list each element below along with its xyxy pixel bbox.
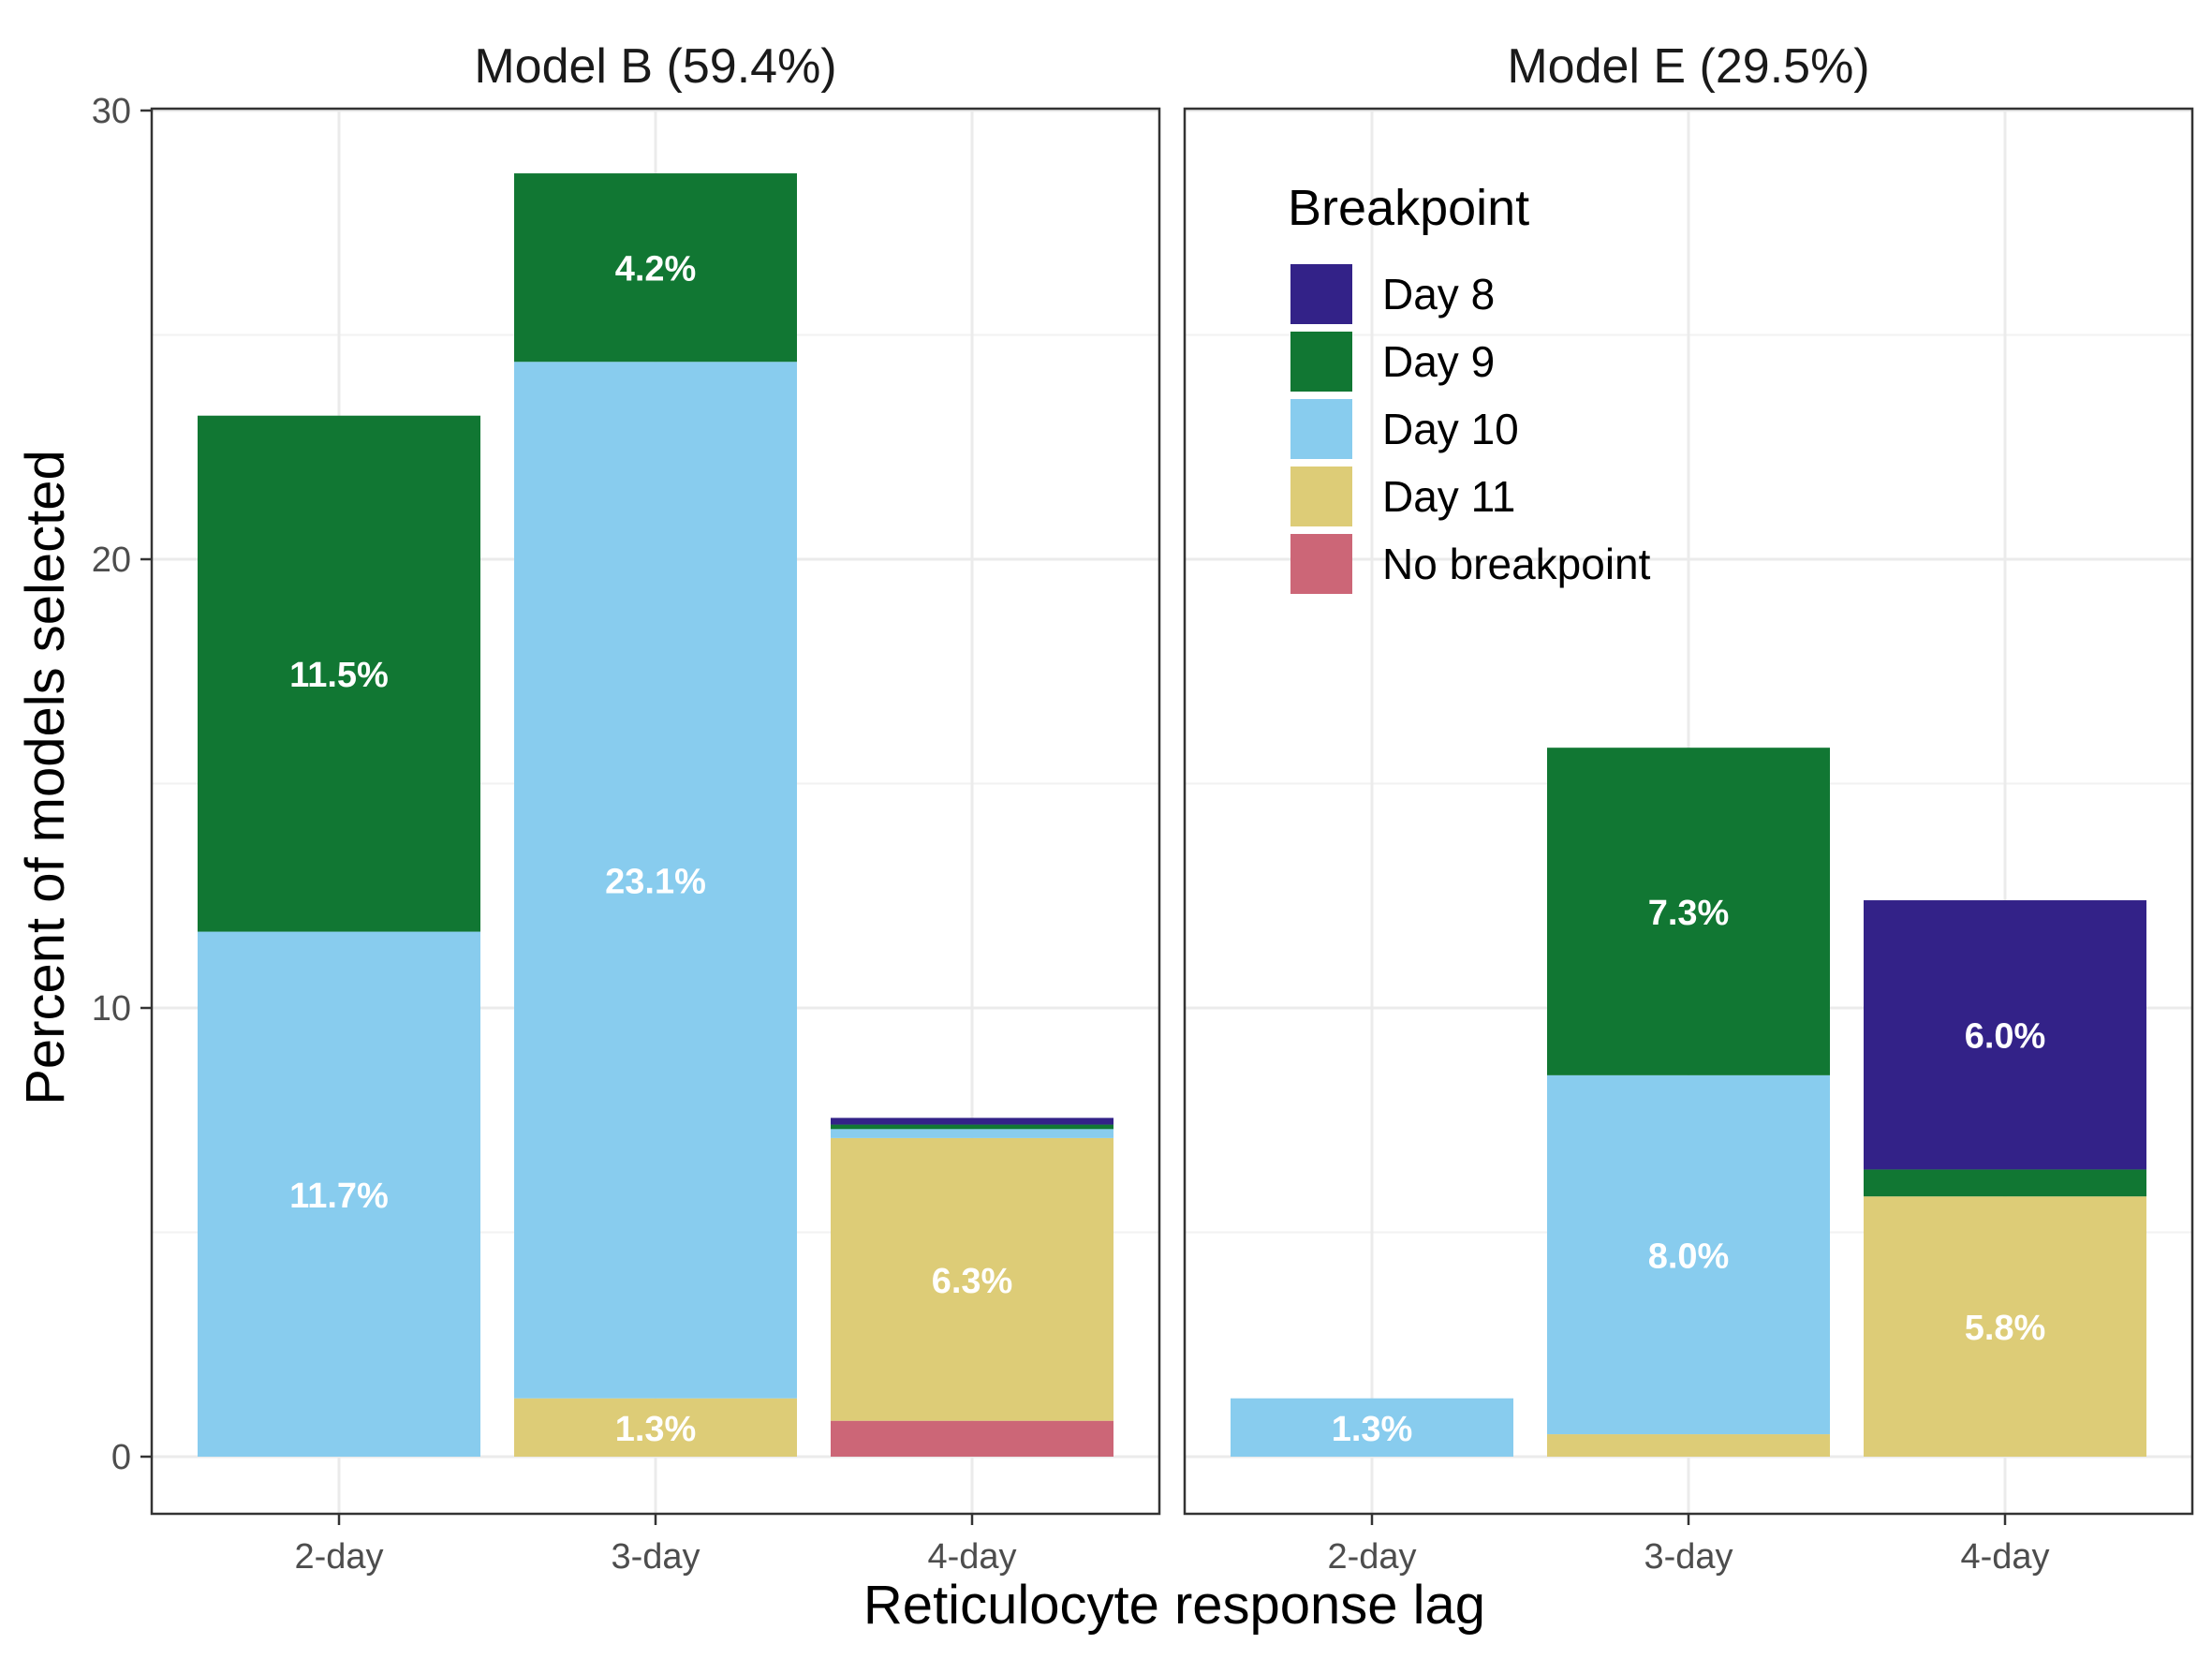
bar-model-b-59-4-3-day-day-9 — [514, 173, 797, 363]
bar-model-b-59-4-3-day-day-10 — [514, 362, 797, 1399]
legend-swatch-day-9 — [1290, 332, 1352, 392]
bar-model-b-59-4-4-day-day-10 — [831, 1129, 1113, 1138]
x-tick-label: 3-day — [611, 1537, 700, 1577]
x-tick-label: 2-day — [1327, 1537, 1416, 1577]
bar-data-label: 23.1% — [605, 862, 706, 901]
bar-model-e-29-5-3-day-day-10 — [1547, 1074, 1830, 1435]
bar-data-label: 11.5% — [289, 656, 389, 695]
legend-swatch-no-breakpoint — [1290, 534, 1352, 594]
bar-model-e-29-5-4-day-day-8 — [1864, 900, 2146, 1170]
bar-model-b-59-4-4-day-day-8 — [831, 1118, 1113, 1125]
y-tick-label: 10 — [92, 989, 131, 1029]
bar-data-label: 7.3% — [1648, 894, 1730, 933]
bar-model-e-29-5-4-day-day-9 — [1864, 1169, 2146, 1197]
bar-model-e-29-5-3-day-day-9 — [1547, 748, 1830, 1075]
legend-swatch-day-11 — [1290, 467, 1352, 526]
bar-data-label: 8.0% — [1648, 1237, 1730, 1276]
bar-model-b-59-4-3-day-day-11 — [514, 1398, 797, 1457]
bar-data-label: 6.0% — [1965, 1017, 2046, 1057]
bar-data-label: 6.3% — [932, 1262, 1013, 1301]
bar-data-label: 5.8% — [1965, 1309, 2046, 1348]
panel-title: Model B (59.4%) — [474, 39, 836, 94]
panel-model-e-29-5: 1.3% 8.0% 7.3% 5.8% 6.0% Model E (29.5%) 2-day… — [1183, 39, 2194, 1577]
panel-title: Model E (29.5%) — [1507, 39, 1869, 94]
x-tick-label: 4-day — [927, 1537, 1016, 1577]
x-axis-title: Reticulocyte response lag — [863, 1575, 1485, 1636]
legend-label-day-9: Day 9 — [1382, 337, 1495, 386]
legend-title: Breakpoint — [1288, 180, 1529, 236]
y-axis-title: Percent of models selected — [15, 450, 76, 1105]
bar-model-e-29-5-4-day-day-11 — [1864, 1196, 2146, 1457]
legend-label-day-8: Day 8 — [1382, 270, 1495, 318]
bar-data-label: 11.7% — [289, 1177, 389, 1216]
legend-label-day-11: Day 11 — [1382, 472, 1515, 521]
y-tick-label: 30 — [92, 92, 131, 131]
legend-swatch-day-10 — [1290, 399, 1352, 459]
x-tick-label: 3-day — [1644, 1537, 1733, 1577]
bar-model-e-29-5-3-day-day-11 — [1547, 1434, 1830, 1457]
legend: Breakpoint Day 8 Day 9 Day 10 Day 11 No brea… — [1288, 180, 1651, 594]
panel-model-b-59-4: 11.7% 11.5% 1.3% 23.1% 4.2% 6.3% Model B (59.4… — [92, 39, 1161, 1577]
legend-label-no-breakpoint: No breakpoint — [1382, 540, 1651, 588]
bar-model-b-59-4-4-day-day-9 — [831, 1124, 1113, 1130]
legend-label-day-10: Day 10 — [1382, 405, 1519, 453]
bar-data-label: 1.3% — [615, 1410, 697, 1449]
y-tick-label: 20 — [92, 541, 131, 580]
bar-model-b-59-4-2-day-day-10 — [198, 931, 480, 1457]
bar-model-b-59-4-4-day-day-11 — [831, 1137, 1113, 1421]
bar-data-label: 4.2% — [615, 250, 697, 289]
bar-data-label: 1.3% — [1332, 1410, 1413, 1449]
bar-model-e-29-5-2-day-day-10 — [1231, 1398, 1513, 1457]
x-tick-label: 4-day — [1960, 1537, 2049, 1577]
bar-model-b-59-4-4-day-no-breakpoint — [831, 1420, 1113, 1457]
bar-model-b-59-4-2-day-day-9 — [198, 415, 480, 932]
y-tick-label: 0 — [111, 1438, 131, 1477]
x-tick-label: 2-day — [294, 1537, 383, 1577]
legend-swatch-day-8 — [1290, 264, 1352, 324]
